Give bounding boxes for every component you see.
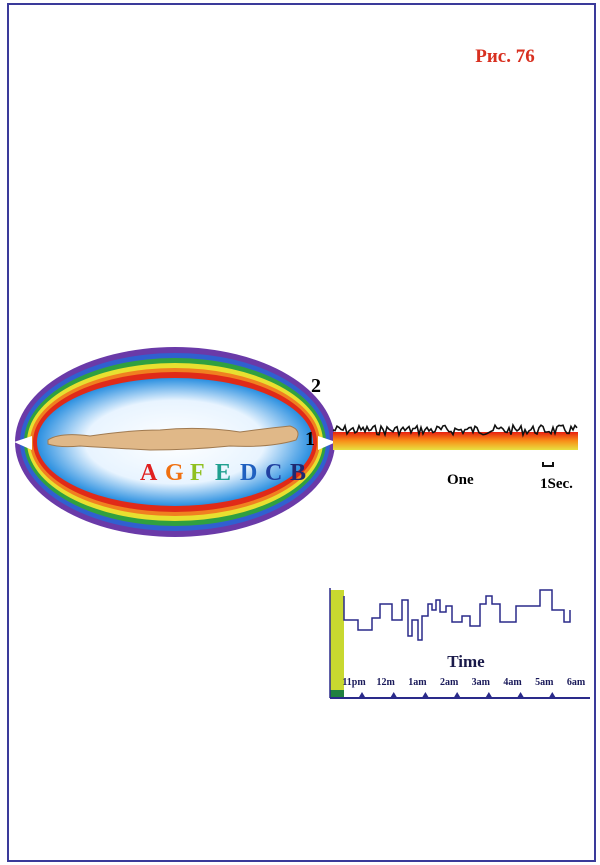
letter: C bbox=[265, 460, 282, 486]
letter: E bbox=[215, 460, 231, 486]
level-bar bbox=[330, 590, 344, 690]
letter: G bbox=[165, 460, 184, 486]
hour-label: 11pm bbox=[342, 677, 366, 688]
hour-tick bbox=[422, 692, 429, 697]
level-base bbox=[330, 690, 344, 698]
scale-bracket bbox=[542, 462, 554, 467]
energy-field bbox=[14, 347, 336, 537]
layer-label: 1 bbox=[305, 428, 315, 450]
hour-labels: 11pm 12m 1am 2am 3am 4am 5am 6am bbox=[342, 677, 586, 697]
trace-line bbox=[332, 422, 578, 438]
hour-label: 6am bbox=[567, 677, 586, 688]
letter: B bbox=[290, 460, 306, 486]
letter: A bbox=[140, 460, 158, 486]
trace-caption: One bbox=[447, 472, 474, 488]
hour-label: 12m bbox=[377, 677, 396, 688]
hour-tick bbox=[359, 692, 365, 697]
trace-band bbox=[333, 432, 578, 450]
letter: F bbox=[190, 460, 205, 486]
hour-label: 1am bbox=[408, 677, 427, 688]
hour-tick bbox=[390, 692, 397, 697]
hour-tick bbox=[454, 692, 461, 697]
page-frame bbox=[7, 3, 596, 862]
body-figure bbox=[47, 425, 299, 451]
layer-label: 2 bbox=[311, 375, 321, 397]
hour-tick bbox=[517, 692, 524, 697]
field-gap bbox=[14, 436, 32, 450]
step-line bbox=[343, 589, 571, 641]
hour-tick bbox=[485, 692, 492, 697]
hour-label: 4am bbox=[503, 677, 522, 688]
letter: D bbox=[240, 460, 257, 486]
field-gap bbox=[318, 436, 336, 450]
hour-label: 5am bbox=[535, 677, 554, 688]
hour-label: 2am bbox=[440, 677, 459, 688]
sleep-chart bbox=[329, 588, 590, 699]
hour-tick bbox=[549, 692, 556, 697]
hour-label: 3am bbox=[472, 677, 491, 688]
figure-label: Рис. 76 bbox=[475, 46, 535, 67]
trace-scale: 1Sec. bbox=[540, 476, 573, 492]
trace bbox=[332, 422, 578, 450]
timeline-title: Time bbox=[447, 652, 485, 671]
